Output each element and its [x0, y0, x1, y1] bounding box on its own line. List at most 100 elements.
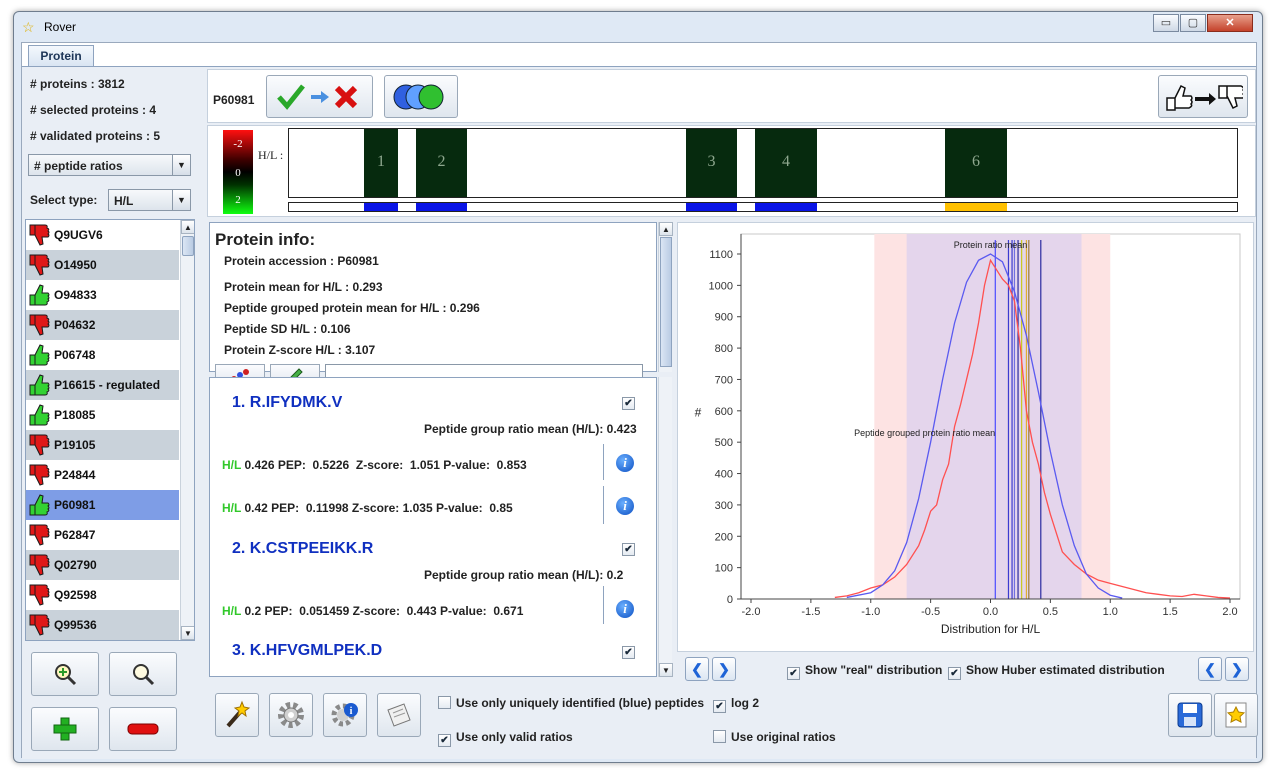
pep-label: PEP: — [271, 501, 300, 515]
thumb-up-to-down-icon — [1166, 84, 1245, 111]
peptide-segment[interactable]: 3 — [686, 129, 737, 197]
prev-chart-button[interactable]: ❮ — [685, 657, 709, 681]
scroll-thumb[interactable] — [660, 237, 672, 367]
thumbs-toggle-button[interactable] — [1158, 75, 1248, 118]
protein-list-items: Q9UGV6 O14950 O94833 P04632 P06748 P16615 - r… — [26, 220, 180, 640]
validate-to-reject-icon — [276, 84, 357, 110]
peptide-title: 2. K.CSTPEEIKK.R — [232, 540, 374, 557]
peptide-segment[interactable]: 6 — [945, 129, 1007, 197]
protein-list-item[interactable]: O14950 — [26, 250, 179, 280]
unique-blue-checkbox[interactable] — [438, 696, 451, 709]
info-icon[interactable]: i — [616, 497, 634, 515]
prev-type-button[interactable]: ❮ — [1198, 657, 1222, 681]
select-type-combo[interactable]: H/L ▼ — [108, 189, 191, 211]
scroll-up-icon[interactable]: ▲ — [659, 222, 673, 236]
peptide-scrollbar[interactable]: ▼ — [658, 377, 673, 677]
y-tick-label: 900 — [715, 312, 733, 324]
protein-list-item[interactable]: P60981 — [26, 490, 179, 520]
peptide-segment[interactable]: 4 — [755, 129, 817, 197]
tab-protein[interactable]: Protein — [28, 45, 94, 67]
protein-accession-label: Q9UGV6 — [54, 228, 103, 242]
protein-accession-label: P62847 — [54, 528, 96, 542]
maximize-button[interactable]: ▢ — [1180, 14, 1206, 32]
protein-list-scrollbar[interactable]: ▲ ▼ — [180, 220, 194, 640]
peptide-checkbox[interactable]: ✔ — [622, 397, 635, 410]
protein-list-item[interactable]: P04632 — [26, 310, 179, 340]
thumb-up-icon — [29, 284, 50, 306]
peptide-segment[interactable]: 1 — [364, 129, 398, 197]
unique-blue-option[interactable]: Use only uniquely identified (blue) pept… — [438, 696, 704, 710]
info-icon[interactable]: i — [616, 454, 634, 472]
protein-list-item[interactable]: P62847 — [26, 520, 179, 550]
minimize-button[interactable]: ▭ — [1153, 14, 1179, 32]
original-ratios-checkbox[interactable] — [713, 730, 726, 743]
zoom-in-button[interactable] — [31, 652, 99, 696]
wizard-button[interactable] — [215, 693, 259, 737]
protein-list-item[interactable]: P24844 — [26, 460, 179, 490]
peptide-track: 1 2 3 4 6 — [288, 128, 1238, 198]
y-tick-label: 400 — [715, 469, 733, 481]
validated-count: # validated proteins : 5 — [30, 129, 161, 143]
ratio-row: H/L 0.42 PEP: 0.11998 Z-score: 1.035 P-v… — [222, 501, 513, 515]
protein-list-item[interactable]: P18085 — [26, 400, 179, 430]
valid-ratios-checkbox[interactable]: ✔ — [438, 734, 451, 747]
protein-list-item[interactable]: Q9UGV6 — [26, 220, 179, 250]
protein-list-item[interactable]: P19105 — [26, 430, 179, 460]
chevron-down-icon[interactable]: ▼ — [172, 155, 190, 175]
document-icon — [387, 703, 411, 727]
remove-button[interactable] — [109, 707, 177, 751]
y-tick-label: 300 — [715, 500, 733, 512]
add-button[interactable] — [31, 707, 99, 751]
next-chart-button[interactable]: ❯ — [712, 657, 736, 681]
protein-list-item[interactable]: Q92598 — [26, 580, 179, 610]
show-huber-checkbox[interactable]: ✔ — [948, 667, 961, 680]
search-icon — [133, 664, 155, 686]
x-tick-label: 1.5 — [1162, 606, 1177, 618]
settings-info-button[interactable]: i — [323, 693, 367, 737]
protein-list-item[interactable]: Q99536 — [26, 610, 179, 640]
original-ratios-option[interactable]: Use original ratios — [713, 730, 836, 744]
protein-list: Q9UGV6 O14950 O94833 P04632 P06748 P16615 - r… — [25, 219, 195, 641]
scroll-down-icon[interactable]: ▼ — [659, 663, 673, 677]
search-button[interactable] — [109, 652, 177, 696]
scroll-up-icon[interactable]: ▲ — [181, 220, 194, 234]
show-huber-option[interactable]: ✔ Show Huber estimated distribution — [948, 663, 1165, 680]
p-value: 0.671 — [493, 604, 524, 618]
show-real-option[interactable]: ✔ Show "real" distribution — [787, 663, 942, 680]
log2-option[interactable]: ✔ log 2 — [713, 696, 759, 713]
bubbles-button[interactable] — [384, 75, 458, 118]
validate-swap-button[interactable] — [266, 75, 373, 118]
protein-list-item[interactable]: P16615 - regulated — [26, 370, 179, 400]
sort-combo[interactable]: # peptide ratios ▼ — [28, 154, 191, 176]
scroll-down-icon[interactable]: ▼ — [181, 626, 194, 640]
valid-ratios-option[interactable]: ✔ Use only valid ratios — [438, 730, 573, 747]
gear-info-icon: i — [331, 703, 358, 727]
show-real-checkbox[interactable]: ✔ — [787, 667, 800, 680]
add-icon — [53, 717, 77, 741]
scroll-thumb[interactable] — [182, 236, 194, 256]
coverage-bar — [945, 203, 1007, 211]
next-type-button[interactable]: ❯ — [1225, 657, 1249, 681]
scale-min: -2 — [233, 138, 243, 150]
y-tick-label: 1100 — [709, 249, 733, 261]
peptide-checkbox[interactable]: ✔ — [622, 543, 635, 556]
coverage-track — [288, 202, 1238, 212]
close-button[interactable]: ✕ — [1207, 14, 1253, 32]
protein-list-item[interactable]: P06748 — [26, 340, 179, 370]
ratio-type: H/L — [222, 604, 242, 618]
magic-wand-icon — [226, 700, 251, 728]
p-value: 0.85 — [489, 501, 513, 515]
info-scrollbar[interactable]: ▲ — [658, 222, 673, 372]
peptide-segment[interactable]: 2 — [416, 129, 467, 197]
protein-list-item[interactable]: O94833 — [26, 280, 179, 310]
peptide-checkbox[interactable]: ✔ — [622, 646, 635, 659]
favorite-button[interactable] — [1214, 693, 1258, 737]
protein-list-item[interactable]: Q02790 — [26, 550, 179, 580]
settings-button[interactable] — [269, 693, 313, 737]
document-button[interactable] — [377, 693, 421, 737]
chevron-down-icon[interactable]: ▼ — [172, 190, 190, 210]
info-icon[interactable]: i — [616, 600, 634, 618]
log2-checkbox[interactable]: ✔ — [713, 700, 726, 713]
save-button[interactable] — [1168, 693, 1212, 737]
log2-label: log 2 — [731, 696, 760, 710]
